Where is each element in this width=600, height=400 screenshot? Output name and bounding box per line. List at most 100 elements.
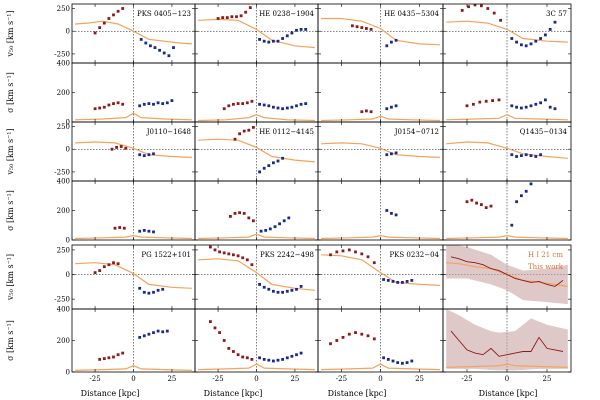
data-point-red xyxy=(252,126,255,129)
quasar-name: PG 1522+101 xyxy=(141,251,191,259)
data-point-red xyxy=(341,249,345,253)
data-point-blue xyxy=(515,155,518,158)
data-point-red xyxy=(360,252,364,256)
data-point-red xyxy=(347,248,351,252)
x-tick-label: -25 xyxy=(336,375,347,383)
data-point-blue xyxy=(138,286,142,290)
data-point-blue xyxy=(299,285,303,288)
hi21cm-line xyxy=(446,20,568,43)
data-point-red xyxy=(329,253,332,257)
y-tick-label: 250 xyxy=(57,246,70,254)
y-tick-label: -250 xyxy=(54,296,70,304)
data-point-blue xyxy=(382,278,385,281)
data-point-red xyxy=(98,106,102,110)
quasar-name: HE 0238−1904 xyxy=(259,10,314,18)
data-point-red xyxy=(213,326,217,330)
data-point-blue xyxy=(264,229,268,232)
panel-frame xyxy=(317,180,444,241)
data-point-red xyxy=(241,355,245,359)
y-tick-label: 0 xyxy=(66,119,70,127)
data-point-blue xyxy=(390,105,393,109)
data-point-red xyxy=(341,336,345,339)
data-point-blue xyxy=(553,20,557,24)
data-point-red xyxy=(492,11,496,15)
data-point-red xyxy=(484,206,488,209)
data-point-blue xyxy=(281,107,284,111)
y-tick-label: 0 xyxy=(66,271,70,279)
data-point-blue xyxy=(161,330,165,334)
data-point-red xyxy=(107,17,111,20)
data-point-red xyxy=(98,269,102,272)
y-tick-label: 0 xyxy=(66,237,70,245)
data-point-red xyxy=(360,110,364,114)
data-point-blue xyxy=(386,279,390,282)
data-point-blue xyxy=(396,361,400,364)
data-point-red xyxy=(124,146,128,150)
x-axis-label: Distance [kpc] xyxy=(204,389,263,398)
data-point-red xyxy=(112,355,115,359)
data-point-red xyxy=(248,6,252,9)
data-point-blue xyxy=(529,104,533,108)
data-point-blue xyxy=(153,46,157,49)
x-tick-label: -25 xyxy=(461,375,472,383)
data-point-red xyxy=(232,253,235,257)
data-point-red xyxy=(245,258,249,262)
data-point-red xyxy=(102,105,106,109)
x-tick-label: 0 xyxy=(378,375,382,383)
data-point-blue xyxy=(262,103,266,107)
data-point-blue xyxy=(267,358,271,362)
dispersion-panel xyxy=(442,62,572,123)
hi21cm-line xyxy=(446,234,568,240)
data-point-blue xyxy=(272,289,275,293)
data-point-blue xyxy=(290,31,294,35)
velocity-panel: Q1435−0134 xyxy=(442,121,572,182)
x-axis-label: Distance [kpc] xyxy=(328,389,387,398)
data-point-blue xyxy=(156,329,160,333)
legend-this-work: This work xyxy=(528,263,564,271)
data-point-blue xyxy=(510,104,514,108)
y-axis-label-dispersion: σ [km s⁻¹] xyxy=(6,190,15,231)
velocity-panel: HE 0112−4145 xyxy=(194,121,319,182)
panel-frame xyxy=(317,62,444,123)
data-point-red xyxy=(480,4,483,8)
data-point-blue xyxy=(276,39,280,43)
quasar-name: J0154−0712 xyxy=(394,128,439,136)
data-point-blue xyxy=(165,329,169,333)
y-axis-label-dispersion: σ [km s⁻¹] xyxy=(6,72,15,113)
data-point-red xyxy=(236,254,240,258)
panel-content xyxy=(72,245,195,309)
quasar-name: HE 0112−4145 xyxy=(259,128,314,136)
data-point-blue xyxy=(391,280,395,283)
data-point-red xyxy=(247,216,251,220)
data-point-red xyxy=(365,109,368,113)
hi21cm-line xyxy=(75,234,192,240)
data-point-red xyxy=(213,248,217,252)
hi21cm-line xyxy=(198,113,315,122)
data-point-blue xyxy=(268,227,272,231)
data-point-blue xyxy=(515,200,518,204)
data-point-red xyxy=(470,198,474,202)
y-tick-label: 400 xyxy=(57,306,70,314)
data-point-blue xyxy=(267,40,271,44)
data-point-red xyxy=(121,7,125,10)
panel-content xyxy=(75,181,192,240)
data-point-red xyxy=(221,16,225,19)
data-point-red xyxy=(232,102,235,106)
data-point-blue xyxy=(548,105,552,109)
data-point-red xyxy=(222,339,226,342)
x-tick-label: 25 xyxy=(543,375,552,383)
data-point-red xyxy=(233,137,237,141)
data-point-blue xyxy=(262,166,266,170)
data-point-red xyxy=(491,99,494,102)
x-tick-label: 25 xyxy=(167,375,176,383)
panel-content xyxy=(195,245,318,309)
panel-frame xyxy=(71,180,196,241)
velocity-panel: PKS 2242−498 xyxy=(194,244,319,310)
y-axis-label-dispersion: σ [km s⁻¹] xyxy=(6,320,15,361)
y-tick-label: 0 xyxy=(66,146,70,154)
data-point-blue xyxy=(276,358,280,362)
data-point-blue xyxy=(390,212,393,215)
velocity-panel: -250 0 250 v₅₀ [km s⁻¹] PKS 0405−123 xyxy=(6,3,196,64)
dispersion-panel: -25 0 25 xyxy=(442,308,572,383)
